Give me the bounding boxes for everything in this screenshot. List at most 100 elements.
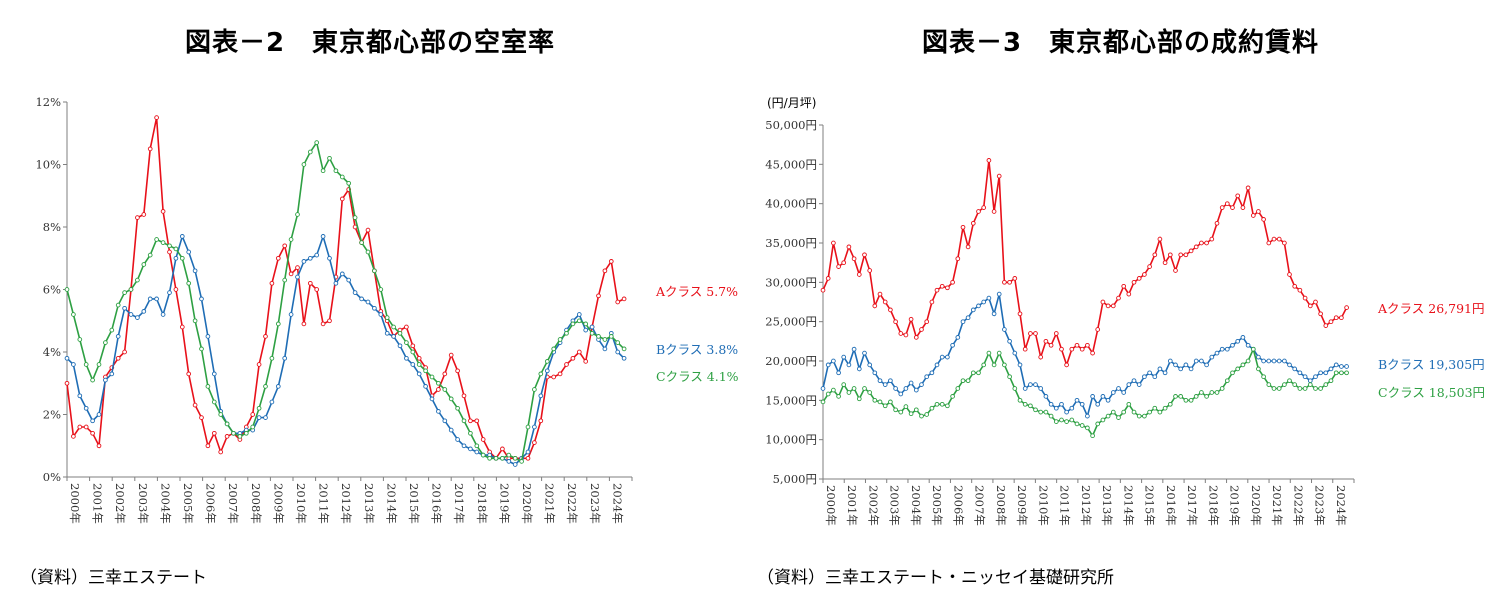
- series-Cクラス: [820, 346, 1349, 439]
- data-point: [1022, 346, 1028, 352]
- x-tick-label: 2016年: [1164, 485, 1178, 526]
- x-tick-label: 2021年: [1270, 485, 1284, 526]
- data-point: [512, 455, 518, 461]
- data-point: [532, 440, 537, 445]
- data-point: [109, 371, 115, 377]
- data-point: [71, 312, 76, 317]
- data-point: [288, 237, 294, 242]
- data-point: [288, 271, 294, 277]
- data-point: [1126, 382, 1132, 387]
- data-point: [141, 212, 147, 217]
- data-point: [211, 371, 217, 377]
- data-point: [950, 394, 955, 399]
- data-point: [429, 374, 435, 380]
- data-point: [1012, 350, 1018, 356]
- x-tick-label: 2005年: [930, 485, 944, 526]
- x-tick-label: 2013年: [1100, 485, 1114, 526]
- x-tick-label: 2010年: [1036, 485, 1050, 526]
- data-point: [256, 415, 262, 420]
- data-point: [83, 405, 89, 411]
- data-point: [532, 424, 537, 430]
- data-point: [410, 349, 416, 355]
- y-tick-label: 2%: [43, 408, 61, 422]
- data-point: [903, 332, 909, 338]
- data-point: [1199, 390, 1204, 395]
- data-point: [831, 358, 836, 364]
- data-point: [825, 391, 831, 397]
- x-tick-label: 2016年: [430, 483, 444, 524]
- data-point: [934, 287, 940, 293]
- data-point: [1110, 303, 1116, 309]
- data-point: [359, 296, 364, 302]
- data-point: [856, 272, 862, 277]
- data-point: [1074, 342, 1080, 348]
- data-point: [856, 366, 862, 372]
- data-point: [1339, 315, 1344, 321]
- x-tick-label: 2014年: [384, 483, 398, 524]
- data-point: [976, 303, 981, 309]
- data-point: [339, 174, 345, 180]
- data-point: [996, 350, 1002, 356]
- x-tick-label: 2015年: [1143, 485, 1157, 526]
- data-point: [1339, 364, 1344, 369]
- data-point: [192, 318, 198, 324]
- x-tick-label: 2000年: [824, 485, 838, 526]
- data-point: [831, 240, 836, 246]
- y-tick-label: 0%: [43, 470, 61, 484]
- data-point: [986, 158, 992, 163]
- data-point: [576, 318, 582, 324]
- data-point: [939, 354, 945, 360]
- data-point: [301, 162, 307, 167]
- data-point: [596, 293, 601, 299]
- data-point: [474, 443, 480, 449]
- data-point: [615, 340, 621, 345]
- data-point: [77, 393, 83, 399]
- data-point: [1214, 390, 1220, 395]
- data-point: [365, 299, 371, 305]
- data-point: [1121, 390, 1127, 395]
- data-point: [1105, 397, 1111, 403]
- x-tick-label: 2012年: [339, 483, 353, 524]
- data-point: [1053, 419, 1059, 424]
- data-point: [877, 291, 883, 297]
- data-point: [384, 330, 390, 336]
- data-point: [231, 430, 236, 436]
- data-point: [154, 237, 159, 242]
- data-point: [1292, 382, 1298, 387]
- data-point: [186, 249, 192, 255]
- data-point: [436, 380, 441, 386]
- data-point: [1022, 386, 1028, 391]
- data-point: [970, 307, 976, 313]
- data-point: [1287, 272, 1292, 277]
- data-point: [544, 359, 550, 364]
- data-point: [275, 321, 281, 327]
- chart-title: 図表－2 東京都心部の空室率: [184, 28, 556, 58]
- series-Cクラス: [64, 140, 627, 464]
- data-point: [965, 315, 971, 321]
- data-point: [391, 334, 396, 339]
- data-point: [352, 290, 358, 295]
- data-point: [359, 240, 364, 245]
- data-point: [474, 449, 480, 455]
- data-point: [1028, 403, 1033, 409]
- y-tick-label: 15,000円: [765, 393, 817, 407]
- data-point: [1219, 205, 1225, 210]
- data-point: [1276, 236, 1282, 242]
- rent-panel: 図表－3 東京都心部の成約賃料 5,000円 10,000円 15,000円 20,0…: [747, 0, 1494, 612]
- data-point: [1199, 358, 1204, 364]
- data-point: [141, 309, 147, 314]
- data-point: [410, 362, 416, 367]
- data-point: [295, 274, 300, 280]
- data-point: [468, 430, 473, 436]
- data-point: [934, 401, 940, 407]
- y-unit-label: (円/月坪): [767, 96, 816, 110]
- data-point: [1085, 342, 1090, 348]
- rent-chart: 5,000円 10,000円 15,000円 20,000円 25,000円 30,000…: [765, 96, 1485, 526]
- data-point: [1235, 338, 1241, 344]
- data-point: [945, 285, 950, 291]
- data-point: [1282, 240, 1287, 246]
- data-point: [538, 393, 544, 399]
- data-point: [167, 243, 172, 249]
- data-point: [205, 443, 211, 449]
- data-point: [955, 256, 961, 262]
